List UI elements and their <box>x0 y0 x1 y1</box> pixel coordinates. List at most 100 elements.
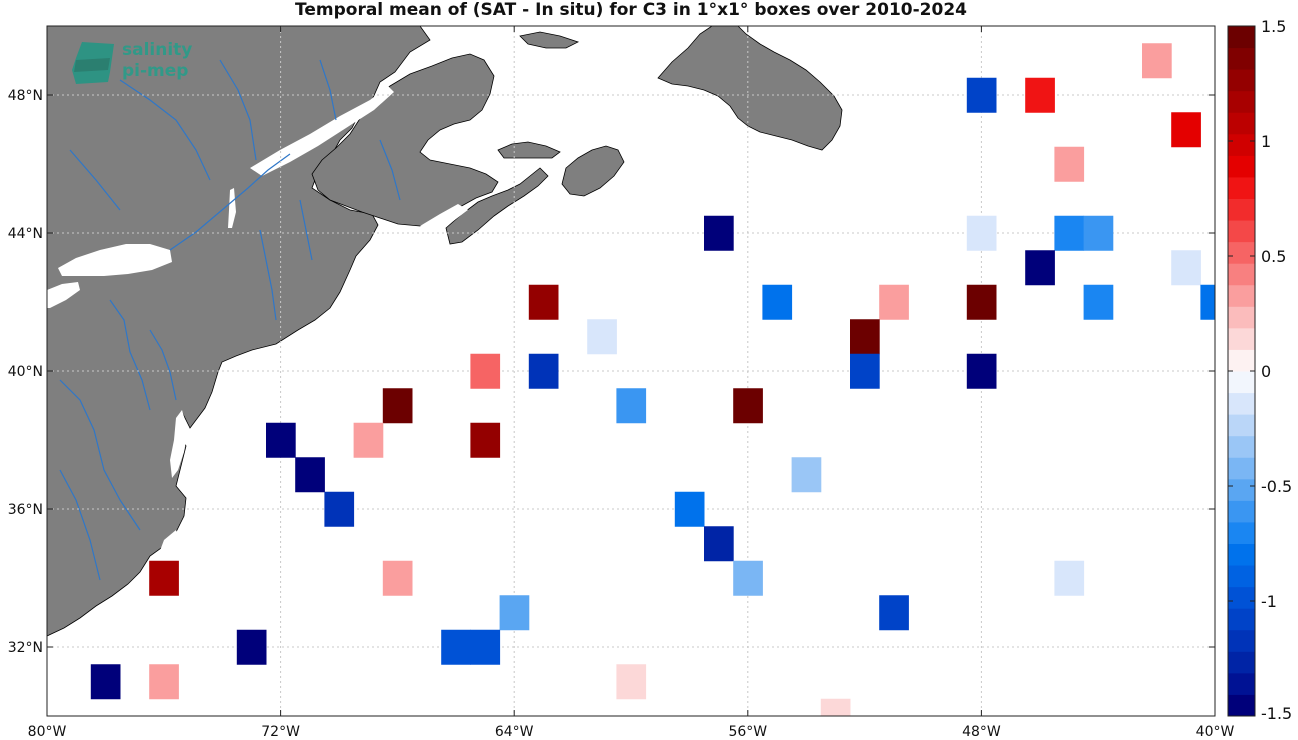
saint-lawrence-estuary <box>250 86 394 176</box>
colorbar-segment <box>1228 133 1255 156</box>
data-cell <box>470 629 501 665</box>
data-cell <box>528 353 559 389</box>
colorbar-segment <box>1228 26 1255 49</box>
colorbar-segment <box>1228 521 1255 544</box>
data-cell <box>850 319 880 355</box>
y-tick-label: 48°N <box>8 88 43 104</box>
data-cell <box>90 664 121 700</box>
colorbar-segment <box>1228 672 1255 695</box>
data-cell <box>616 388 647 424</box>
colorbar-tick-label: 1.5 <box>1261 17 1286 36</box>
colorbar-tick-label: -1.5 <box>1261 704 1292 723</box>
land-anticosti <box>519 31 580 49</box>
x-tick-label: 56°W <box>728 724 767 740</box>
data-cell <box>1054 560 1085 596</box>
data-cell <box>879 595 909 631</box>
y-tick-label: 40°N <box>8 364 43 380</box>
colorbar-tick-label: 0.5 <box>1261 247 1286 266</box>
colorbar-segment <box>1228 500 1255 523</box>
pamlico-sound <box>158 530 182 566</box>
colorbar-segment <box>1228 392 1255 415</box>
lake-champlain <box>228 188 236 228</box>
data-cell <box>1054 215 1085 251</box>
data-cell <box>1200 284 1215 320</box>
salinity-pimep-logo: salinity pi-mep <box>72 40 192 84</box>
x-tick-label: 72°W <box>261 724 300 740</box>
land-nova-scotia <box>445 167 549 245</box>
colorbar-tick-label: -1 <box>1261 592 1277 611</box>
data-cell <box>324 491 355 527</box>
colorbar-segment <box>1228 220 1255 243</box>
colorbar-segment <box>1228 90 1255 113</box>
land-newfoundland <box>657 26 843 151</box>
colorbar-segment <box>1228 241 1255 264</box>
y-tick-label: 36°N <box>8 502 43 518</box>
colorbar-tick-label: 0 <box>1261 362 1271 381</box>
land-cape-breton <box>561 145 625 197</box>
data-cell <box>1025 77 1055 113</box>
data-cell <box>966 77 997 113</box>
x-tick-label: 48°W <box>962 724 1001 740</box>
chesapeake-bay <box>170 410 188 478</box>
colorbar-segment <box>1228 112 1255 135</box>
land-mass-us-canada <box>47 26 431 637</box>
x-tick-label: 80°W <box>28 724 67 740</box>
colorbar-segment <box>1228 349 1255 372</box>
colorbar-segment <box>1228 478 1255 501</box>
x-tick-label: 40°W <box>1196 724 1235 740</box>
colorbar-segment <box>1228 155 1255 178</box>
colorbar-segment <box>1228 69 1255 92</box>
x-tick-label: 64°W <box>495 724 534 740</box>
data-cell <box>441 629 471 665</box>
colorbar-segment <box>1228 565 1255 588</box>
colorbar-segment <box>1228 629 1255 652</box>
data-cells <box>90 43 1215 716</box>
data-cell <box>733 388 763 424</box>
colorbar-tick-label: 1 <box>1261 132 1271 151</box>
data-cell <box>266 422 296 458</box>
data-cell <box>879 284 909 320</box>
colorbar-segment <box>1228 694 1255 717</box>
colorbar-tick-label: -0.5 <box>1261 477 1292 496</box>
lake-erie <box>47 282 80 308</box>
data-cell <box>149 664 179 700</box>
data-cell <box>820 698 851 716</box>
lake-ontario <box>58 244 172 276</box>
data-cell <box>1083 284 1114 320</box>
data-cell <box>353 422 384 458</box>
data-cell <box>528 284 559 320</box>
data-cell <box>587 319 617 355</box>
logo-text-line1: salinity <box>122 40 192 60</box>
data-cell <box>674 491 705 527</box>
data-cell <box>382 560 413 596</box>
data-cell <box>1142 43 1172 79</box>
data-cell <box>1171 250 1201 286</box>
land-gaspe <box>311 53 499 227</box>
colorbar-segment <box>1228 327 1255 350</box>
colorbar-segment <box>1228 263 1255 286</box>
data-cell <box>966 353 997 389</box>
data-cell <box>1025 250 1055 286</box>
bay-of-fundy <box>420 204 468 232</box>
colorbar-segment <box>1228 608 1255 631</box>
colorbar-segment <box>1228 284 1255 307</box>
data-cell <box>499 595 530 631</box>
colorbar-segment <box>1228 651 1255 674</box>
data-cell <box>966 215 997 251</box>
data-cell <box>382 388 413 424</box>
colorbar-segment <box>1228 47 1255 70</box>
x-axis: 80°W 72°W 64°W 56°W 48°W 40°W <box>28 26 1235 740</box>
colorbar-segment <box>1228 198 1255 221</box>
logo-text-line2: pi-mep <box>122 61 188 81</box>
colorbar-segment <box>1228 306 1255 329</box>
data-cell <box>470 422 501 458</box>
rivers <box>59 59 401 581</box>
data-cell <box>704 526 734 562</box>
colorbar-segment <box>1228 371 1255 394</box>
colorbar <box>1228 26 1255 717</box>
colorbar-segment <box>1228 543 1255 566</box>
data-cell <box>791 457 822 493</box>
y-tick-label: 32°N <box>8 640 43 656</box>
colorbar-segment <box>1228 414 1255 437</box>
colorbar-ticks: 1.5 1 0.5 0 -0.5 -1 -1.5 <box>1228 17 1292 723</box>
